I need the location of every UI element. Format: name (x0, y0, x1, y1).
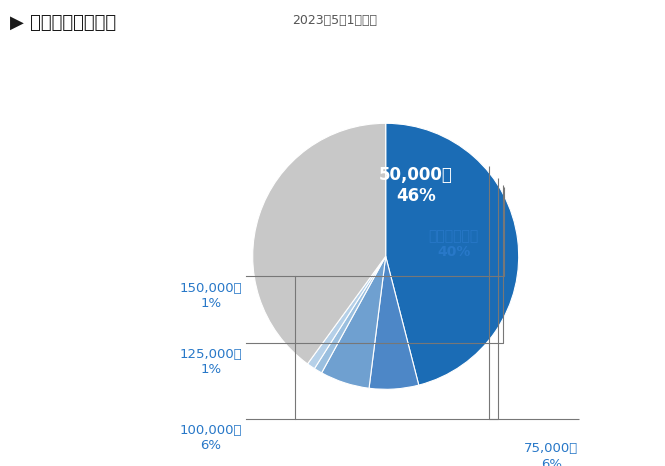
Wedge shape (322, 256, 386, 388)
Text: 100,000円
6%: 100,000円 6% (180, 424, 242, 452)
Text: 貸与希望無し
40%: 貸与希望無し 40% (429, 229, 479, 260)
Wedge shape (307, 256, 386, 369)
Text: 150,000円
1%: 150,000円 1% (180, 281, 242, 309)
Wedge shape (315, 256, 386, 373)
Text: 50,000円
46%: 50,000円 46% (379, 166, 453, 205)
Text: ▶ 在学生の貸与状況: ▶ 在学生の貸与状況 (10, 14, 116, 32)
Wedge shape (369, 256, 419, 389)
Text: 75,000円
6%: 75,000円 6% (524, 443, 579, 466)
Text: 125,000円
1%: 125,000円 1% (180, 348, 242, 376)
Wedge shape (253, 123, 386, 364)
Wedge shape (386, 123, 519, 385)
Text: 2023年5朎1日現在: 2023年5朎1日現在 (293, 14, 378, 27)
